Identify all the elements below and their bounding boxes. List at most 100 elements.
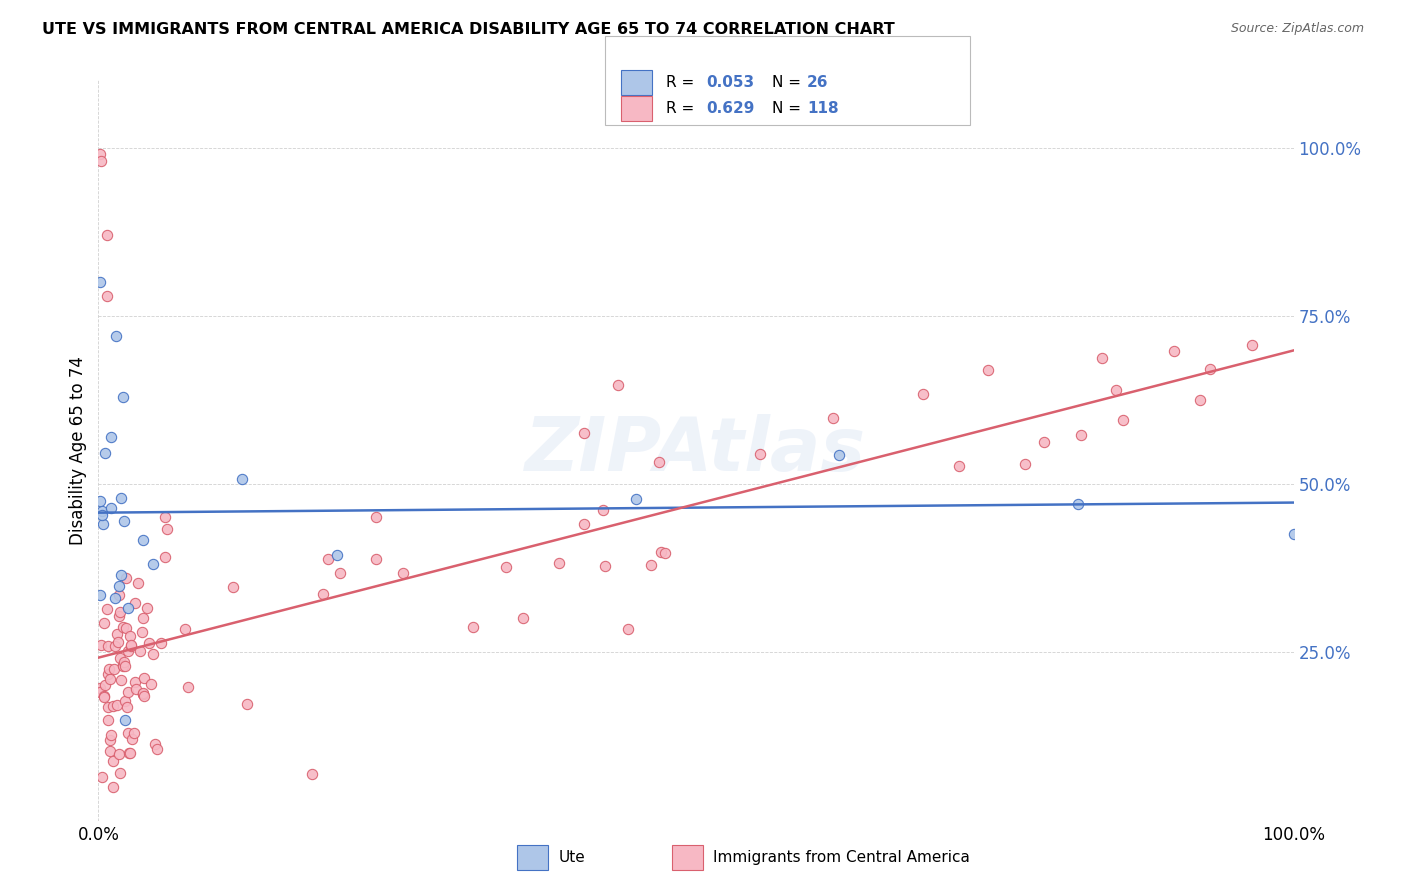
Point bbox=[93, 689, 115, 703]
Point bbox=[91, 517, 114, 532]
Point bbox=[115, 621, 138, 635]
Point bbox=[231, 472, 253, 486]
Point bbox=[110, 567, 132, 582]
Point bbox=[97, 639, 120, 653]
Point bbox=[1014, 457, 1036, 471]
Point bbox=[111, 658, 134, 673]
Text: 26: 26 bbox=[807, 75, 828, 89]
Point bbox=[89, 684, 111, 698]
Text: Source: ZipAtlas.com: Source: ZipAtlas.com bbox=[1230, 22, 1364, 36]
Point bbox=[89, 147, 111, 161]
Point bbox=[105, 329, 128, 343]
Point bbox=[572, 426, 595, 441]
Point bbox=[1033, 435, 1056, 450]
Point bbox=[122, 726, 145, 740]
Point bbox=[91, 770, 114, 784]
Point bbox=[124, 596, 146, 610]
Point bbox=[134, 671, 156, 685]
Point bbox=[364, 509, 387, 524]
Point bbox=[112, 659, 135, 673]
Point bbox=[98, 732, 121, 747]
Text: 0.629: 0.629 bbox=[706, 102, 754, 116]
Point bbox=[114, 659, 136, 673]
Point bbox=[91, 504, 114, 518]
Y-axis label: Disability Age 65 to 74: Disability Age 65 to 74 bbox=[69, 356, 87, 545]
Point bbox=[101, 699, 124, 714]
Text: N =: N = bbox=[772, 75, 806, 89]
Point bbox=[222, 580, 245, 594]
Point bbox=[110, 605, 132, 619]
Point bbox=[103, 754, 125, 768]
Point bbox=[98, 744, 121, 758]
Point bbox=[1067, 497, 1090, 511]
Point bbox=[117, 726, 139, 740]
Point bbox=[107, 588, 129, 602]
Point bbox=[118, 747, 141, 761]
Point bbox=[749, 447, 772, 461]
Point bbox=[117, 685, 139, 699]
Point bbox=[593, 559, 616, 574]
Point bbox=[1188, 392, 1211, 407]
Point bbox=[114, 571, 136, 585]
Point bbox=[129, 644, 152, 658]
Point bbox=[132, 686, 155, 700]
Point bbox=[138, 635, 160, 649]
Point bbox=[104, 639, 127, 653]
Point bbox=[121, 732, 143, 747]
Point bbox=[131, 625, 153, 640]
Point bbox=[512, 611, 534, 625]
Text: R =: R = bbox=[666, 75, 700, 89]
Point bbox=[1105, 383, 1128, 397]
Point bbox=[117, 644, 139, 658]
Point bbox=[606, 378, 628, 392]
Point bbox=[90, 508, 112, 523]
Point bbox=[132, 687, 155, 701]
Point bbox=[142, 647, 165, 661]
Point bbox=[654, 546, 676, 560]
Point bbox=[93, 616, 115, 631]
Point bbox=[1163, 344, 1185, 359]
Point bbox=[136, 601, 159, 615]
Point bbox=[117, 700, 139, 714]
Point bbox=[114, 655, 136, 669]
Point bbox=[96, 602, 118, 616]
Point bbox=[142, 557, 165, 571]
Point bbox=[114, 713, 136, 727]
Point bbox=[173, 622, 195, 636]
Point bbox=[105, 627, 128, 641]
Point bbox=[108, 747, 131, 761]
Point bbox=[108, 579, 131, 593]
Point bbox=[143, 737, 166, 751]
Point bbox=[111, 620, 134, 634]
Point bbox=[120, 629, 142, 643]
Point bbox=[108, 650, 131, 665]
Point bbox=[101, 780, 124, 794]
Point bbox=[94, 678, 117, 692]
Point bbox=[548, 556, 571, 570]
Point bbox=[650, 545, 672, 559]
Point bbox=[117, 601, 139, 615]
Point bbox=[1070, 428, 1092, 442]
Point bbox=[495, 559, 517, 574]
Point bbox=[132, 611, 155, 625]
Point bbox=[110, 491, 132, 506]
Point bbox=[326, 548, 349, 562]
Point bbox=[96, 288, 118, 302]
Point bbox=[89, 275, 111, 289]
Point bbox=[97, 667, 120, 681]
Point bbox=[103, 662, 125, 676]
Text: Ute: Ute bbox=[558, 850, 585, 864]
Point bbox=[132, 689, 155, 703]
Point bbox=[131, 686, 153, 700]
Point bbox=[93, 690, 115, 704]
Point bbox=[311, 587, 333, 601]
Point bbox=[89, 493, 111, 508]
Text: N =: N = bbox=[772, 102, 806, 116]
Point bbox=[98, 672, 121, 686]
Point bbox=[96, 228, 118, 243]
Point bbox=[316, 552, 339, 566]
Point bbox=[574, 517, 596, 532]
Point bbox=[626, 491, 648, 506]
Text: ZIPAtlas: ZIPAtlas bbox=[526, 414, 866, 487]
Text: 118: 118 bbox=[807, 102, 838, 116]
